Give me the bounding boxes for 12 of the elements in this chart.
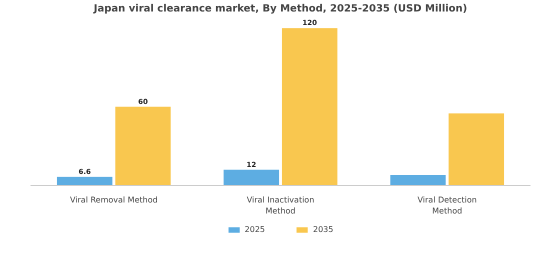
bar	[115, 106, 171, 186]
legend-label: 2035	[313, 224, 334, 234]
x-tick-label: Viral Removal Method	[70, 196, 158, 204]
bar	[224, 170, 280, 186]
x-tick-label: Viral Detection Method	[417, 196, 477, 216]
bar	[282, 28, 338, 186]
legend-label: 2025	[244, 224, 265, 234]
chart-title: Japan viral clearance market, By Method, 2025-2035 (USD Million)	[92, 4, 468, 14]
bar	[56, 176, 112, 186]
bar	[390, 175, 446, 186]
bar	[448, 113, 504, 186]
x-tick-label: Viral Inactivation Method	[246, 196, 314, 216]
